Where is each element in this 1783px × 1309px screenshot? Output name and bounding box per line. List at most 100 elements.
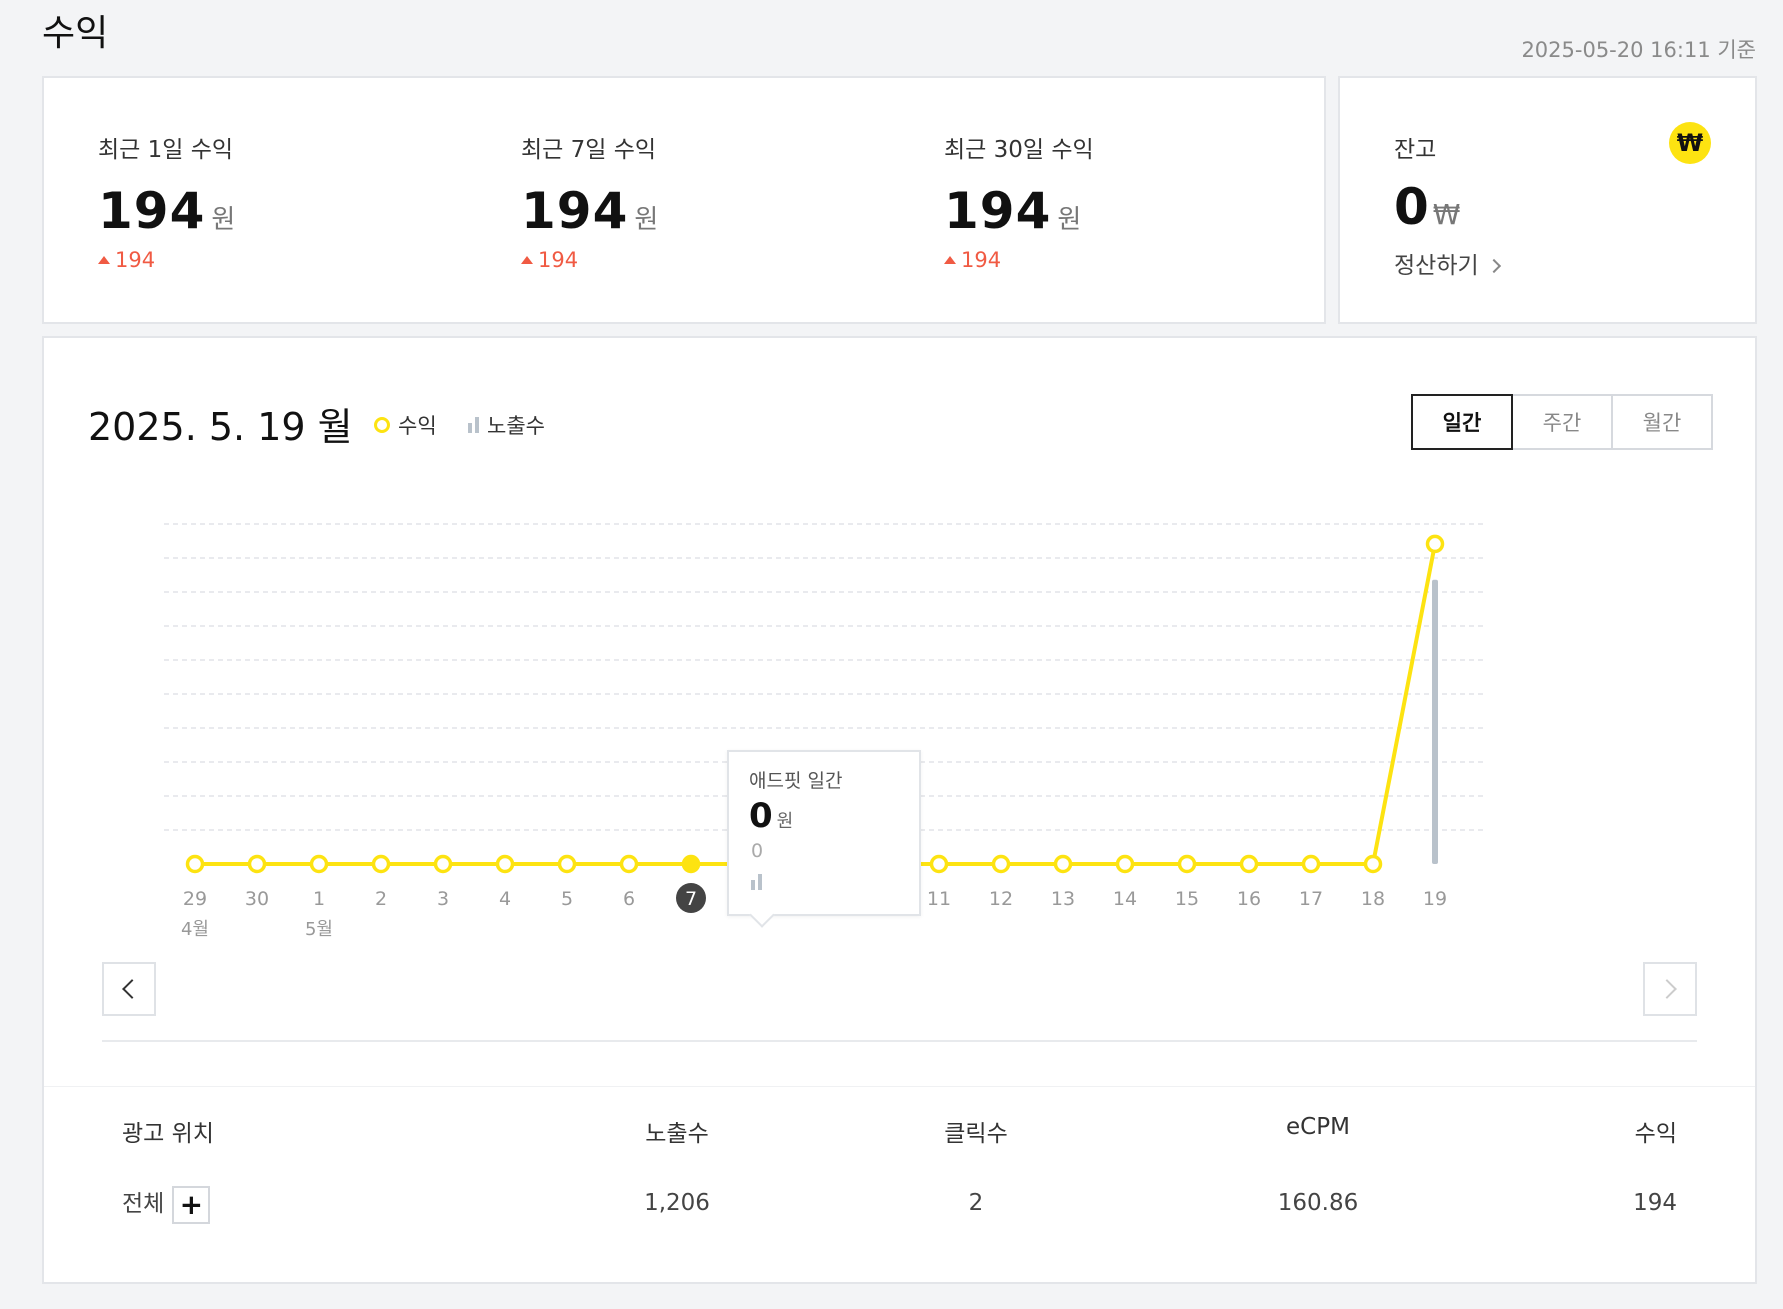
earnings-1day: 최근 1일 수익 194 원 194 bbox=[98, 130, 235, 272]
legend-ring-icon bbox=[374, 417, 390, 433]
legend-revenue-label: 수익 bbox=[398, 414, 437, 438]
earnings-7day-change: 194 bbox=[538, 248, 579, 272]
x-tick-label: 4 bbox=[499, 888, 511, 910]
table-cell-impressions: 1,206 bbox=[644, 1190, 710, 1216]
revenue-point bbox=[929, 854, 949, 874]
tooltip-unit: 원 bbox=[776, 811, 794, 832]
revenue-point bbox=[1177, 854, 1197, 874]
revenue-chart: 2930123456789101112131415161718194월5월 bbox=[164, 523, 1486, 940]
revenue-point bbox=[1301, 854, 1321, 874]
revenue-point bbox=[681, 854, 701, 874]
x-tick-label: 3 bbox=[437, 888, 449, 910]
period-tabs: 일간 주간 월간 bbox=[1411, 394, 1713, 450]
tooltip-impressions: 0 bbox=[751, 840, 764, 862]
earnings-30day-value: 194 bbox=[944, 182, 1052, 240]
x-tick-label: 7 bbox=[685, 888, 697, 910]
revenue-point bbox=[1053, 854, 1073, 874]
revenue-point bbox=[1425, 534, 1445, 554]
earnings-30day: 최근 30일 수익 194 원 194 bbox=[944, 130, 1094, 272]
revenue-point bbox=[1115, 854, 1135, 874]
table-header-impressions: 노출수 bbox=[645, 1121, 709, 1147]
balance-value: 0 bbox=[1394, 178, 1429, 236]
x-tick-label: 16 bbox=[1237, 888, 1261, 910]
earnings-1day-value: 194 bbox=[98, 182, 206, 240]
x-tick-label: 13 bbox=[1051, 888, 1075, 910]
up-triangle-icon bbox=[98, 256, 110, 264]
x-tick-label: 19 bbox=[1423, 888, 1447, 910]
revenue-point bbox=[619, 854, 639, 874]
table-cell-revenue: 194 bbox=[1633, 1190, 1677, 1216]
table-header-revenue: 수익 bbox=[1634, 1121, 1677, 1147]
up-triangle-icon bbox=[521, 256, 533, 264]
tooltip-title: 애드핏 일간 bbox=[749, 770, 843, 792]
revenue-point bbox=[495, 854, 515, 874]
table-header-ecpm: eCPM bbox=[1286, 1114, 1350, 1140]
table-cell-clicks: 2 bbox=[968, 1190, 984, 1216]
table-row-position: 전체 + bbox=[122, 1184, 211, 1224]
legend-bar-icon bbox=[468, 417, 479, 433]
legend-revenue: 수익 bbox=[374, 410, 437, 440]
revenue-point bbox=[371, 854, 391, 874]
x-tick-label: 29 bbox=[183, 888, 207, 910]
x-tick-label: 15 bbox=[1175, 888, 1199, 910]
x-tick-label: 17 bbox=[1299, 888, 1323, 910]
up-triangle-icon bbox=[944, 256, 956, 264]
chevron-right-icon bbox=[1657, 979, 1677, 999]
month-label: 5월 bbox=[305, 919, 333, 940]
earnings-7day: 최근 7일 수익 194 원 194 bbox=[521, 130, 658, 272]
earnings-7day-label: 최근 7일 수익 bbox=[521, 137, 657, 163]
won-coin-icon: ₩ bbox=[1669, 122, 1711, 164]
revenue-point bbox=[1363, 854, 1383, 874]
settle-link-label: 정산하기 bbox=[1394, 253, 1479, 279]
chevron-right-icon bbox=[1486, 258, 1501, 274]
settle-link[interactable]: 정산하기 bbox=[1394, 246, 1501, 280]
earnings-1day-label: 최근 1일 수익 bbox=[98, 137, 234, 163]
table-header-clicks: 클릭수 bbox=[944, 1121, 1008, 1147]
revenue-point bbox=[247, 854, 267, 874]
earnings-1day-change: 194 bbox=[115, 248, 156, 272]
tab-monthly[interactable]: 월간 bbox=[1611, 394, 1713, 450]
row-position-label: 전체 bbox=[122, 1191, 165, 1217]
balance-card: 잔고 ₩ 0 ₩ 정산하기 bbox=[1338, 76, 1757, 324]
earnings-30day-unit: 원 bbox=[1057, 205, 1082, 235]
table-separator bbox=[44, 1086, 1755, 1087]
chart-selected-date: 2025. 5. 19 월 bbox=[88, 405, 353, 449]
earnings-1day-unit: 원 bbox=[211, 205, 236, 235]
revenue-point bbox=[557, 854, 577, 874]
revenue-point bbox=[309, 854, 329, 874]
revenue-point bbox=[991, 854, 1011, 874]
x-tick-label: 2 bbox=[375, 888, 387, 910]
x-tick-label: 5 bbox=[561, 888, 573, 910]
table-header-position: 광고 위치 bbox=[122, 1121, 214, 1147]
legend-impressions: 노출수 bbox=[468, 410, 545, 440]
revenue-point bbox=[185, 854, 205, 874]
x-tick-label: 11 bbox=[927, 888, 951, 910]
chart-next-button[interactable] bbox=[1643, 962, 1697, 1016]
page-title: 수익 bbox=[42, 13, 109, 54]
impressions-bar bbox=[1432, 579, 1438, 864]
earnings-summary-card: 최근 1일 수익 194 원 194 최근 7일 수익 194 원 194 최근 3… bbox=[42, 76, 1326, 324]
legend-impressions-label: 노출수 bbox=[487, 414, 545, 438]
earnings-7day-value: 194 bbox=[521, 182, 629, 240]
month-label: 4월 bbox=[181, 919, 209, 940]
chart-prev-button[interactable] bbox=[102, 962, 156, 1016]
x-tick-label: 1 bbox=[313, 888, 325, 910]
chart-divider bbox=[102, 1040, 1697, 1042]
x-tick-label: 18 bbox=[1361, 888, 1385, 910]
table-cell-ecpm: 160.86 bbox=[1277, 1190, 1359, 1216]
earnings-7day-unit: 원 bbox=[634, 205, 659, 235]
x-tick-label: 14 bbox=[1113, 888, 1137, 910]
tab-daily[interactable]: 일간 bbox=[1411, 394, 1513, 450]
as-of-timestamp: 2025-05-20 16:11 기준 bbox=[1521, 38, 1756, 62]
x-tick-label: 30 bbox=[245, 888, 269, 910]
earnings-30day-label: 최근 30일 수익 bbox=[944, 137, 1094, 163]
balance-unit: ₩ bbox=[1432, 198, 1461, 231]
revenue-point bbox=[433, 854, 453, 874]
earnings-30day-change: 194 bbox=[961, 248, 1002, 272]
expand-row-button[interactable]: + bbox=[172, 1185, 211, 1224]
tooltip-value: 0 bbox=[749, 796, 773, 836]
revenue-point bbox=[1239, 854, 1259, 874]
bar-chart-icon bbox=[751, 874, 762, 890]
balance-label: 잔고 bbox=[1394, 137, 1437, 163]
